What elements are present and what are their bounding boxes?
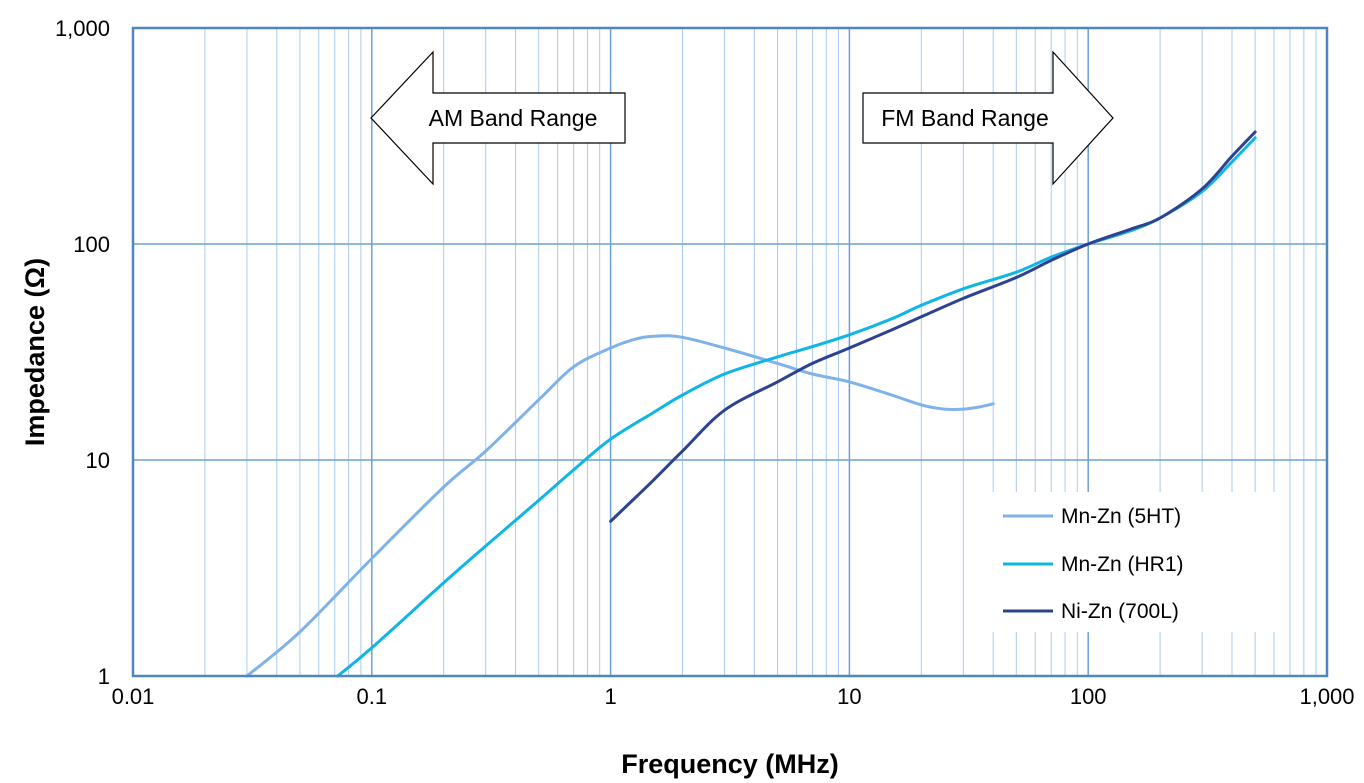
y-tick-labels: 1 10 100 1,000 <box>55 16 110 689</box>
plot-border <box>131 26 1329 678</box>
fm-band-arrow: FM Band Range <box>862 50 1114 186</box>
x-tick-label: 0.1 <box>357 684 388 709</box>
am-band-arrow: AM Band Range <box>370 50 626 186</box>
x-tick-label: 10 <box>837 684 861 709</box>
legend: Mn-Zn (5HT) Mn-Zn (HR1) Ni-Zn (700L) <box>965 492 1275 632</box>
legend-label-700l: Ni-Zn (700L) <box>1061 600 1179 623</box>
series-lines <box>245 130 1257 678</box>
series-line-0 <box>245 334 995 678</box>
y-tick-label: 100 <box>73 232 110 257</box>
x-tick-labels: 0.01 0.1 1 10 100 1,000 <box>112 684 1355 709</box>
legend-label-5ht: Mn-Zn (5HT) <box>1061 505 1181 528</box>
y-tick-label: 1 <box>98 664 110 689</box>
series-line-1 <box>336 136 1257 678</box>
x-tick-label: 0.01 <box>112 684 155 709</box>
x-tick-label: 1,000 <box>1299 684 1354 709</box>
legend-item-700l: Ni-Zn (700L) <box>1003 600 1179 623</box>
y-tick-label: 10 <box>86 448 110 473</box>
legend-item-hr1: Mn-Zn (HR1) <box>1003 553 1184 576</box>
x-tick-label: 1 <box>604 684 616 709</box>
y-tick-label: 1,000 <box>55 16 110 41</box>
fm-band-arrow-shape <box>862 50 1114 186</box>
x-tick-label: 100 <box>1070 684 1107 709</box>
y-axis-title: Impedance (Ω) <box>20 258 50 446</box>
legend-item-5ht: Mn-Zn (5HT) <box>1003 505 1181 528</box>
fm-band-label: FM Band Range <box>881 105 1048 131</box>
series-line-2 <box>609 130 1257 523</box>
legend-label-hr1: Mn-Zn (HR1) <box>1061 553 1184 576</box>
x-axis-title: Frequency (MHz) <box>621 749 839 779</box>
am-band-arrow-shape <box>370 50 626 186</box>
am-band-label: AM Band Range <box>429 105 598 131</box>
